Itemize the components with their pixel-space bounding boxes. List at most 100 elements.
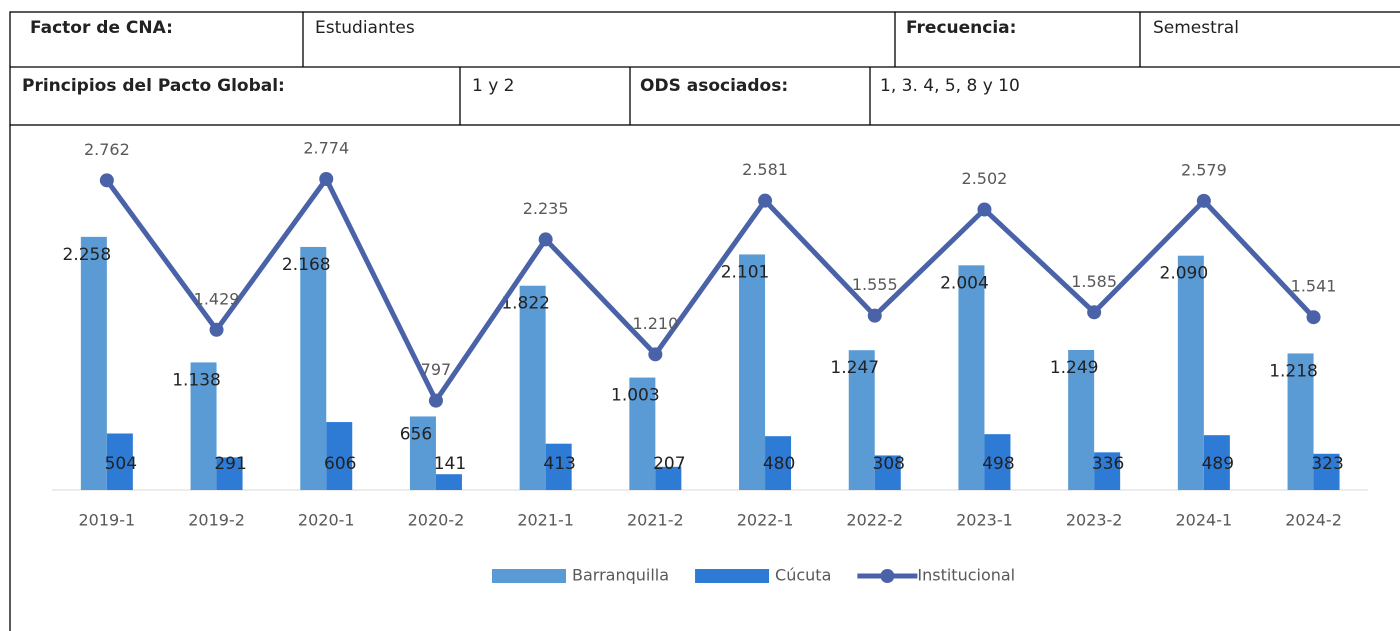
x-tick-label: 2024-2: [1285, 511, 1342, 530]
data-label: 2.579: [1181, 160, 1227, 179]
line-point: [428, 393, 443, 408]
data-label: 1.541: [1291, 277, 1337, 296]
x-tick-label: 2023-2: [1066, 511, 1123, 530]
data-label: 291: [214, 454, 246, 474]
cell: Semestral: [1153, 18, 1239, 38]
legend-label: Institucional: [917, 566, 1015, 585]
line-point: [758, 193, 773, 208]
data-label: 606: [324, 454, 356, 474]
bar: [739, 254, 766, 490]
bar: [409, 416, 436, 490]
bar: [629, 377, 656, 490]
data-label: 2.774: [303, 139, 349, 158]
x-tick-label: 2020-2: [408, 511, 465, 530]
cell: Estudiantes: [315, 18, 415, 38]
data-label: 1.210: [632, 314, 678, 333]
data-label: 2.168: [282, 255, 331, 275]
x-tick-label: 2023-1: [956, 511, 1013, 530]
legend-swatch: [492, 569, 566, 583]
bar: [435, 474, 462, 490]
cell: Principios del Pacto Global:: [22, 76, 285, 96]
x-tick-label: 2021-1: [517, 511, 574, 530]
table-frame: [9, 11, 1400, 631]
line-point: [1306, 310, 1321, 325]
data-label: 504: [105, 454, 137, 474]
cell: Frecuencia:: [906, 18, 1016, 38]
bar: [874, 455, 901, 490]
line-point: [1087, 305, 1102, 320]
x-tick-label: 2024-1: [1176, 511, 1233, 530]
bar: [655, 466, 682, 490]
x-tick-label: 2020-1: [298, 511, 355, 530]
x-tick-label: 2021-2: [627, 511, 684, 530]
x-tick-label: 2022-1: [737, 511, 794, 530]
data-label: 1.249: [1050, 358, 1099, 378]
x-tick-label: 2022-2: [846, 511, 903, 530]
line: [104, 176, 1316, 404]
bar: [1177, 255, 1204, 490]
bar: [216, 457, 243, 490]
data-label: 308: [873, 454, 905, 474]
bar: [1287, 353, 1314, 490]
bar: [519, 285, 546, 490]
data-label: 2.101: [721, 262, 770, 282]
data-label: 2.235: [523, 199, 569, 218]
data-label: 2.258: [63, 245, 112, 265]
x-tick-label: 2019-2: [188, 511, 245, 530]
data-label: 489: [1202, 454, 1234, 474]
legend-swatch: [880, 569, 895, 583]
cell: ODS asociados:: [640, 76, 788, 96]
bar: [1313, 453, 1340, 490]
data-label: 2.004: [940, 273, 989, 293]
bar: [958, 265, 985, 490]
data-label: 1.138: [172, 370, 221, 390]
line-point: [538, 232, 553, 247]
bar: [190, 362, 217, 490]
cell: Factor de CNA:: [30, 18, 173, 38]
data-label: 797: [421, 360, 452, 379]
data-label: 207: [653, 454, 685, 474]
legend-label: Cúcuta: [775, 566, 831, 585]
line-point: [648, 347, 663, 362]
data-label: 1.555: [852, 275, 898, 294]
data-label: 1.247: [830, 358, 879, 378]
data-label: 1.585: [1071, 272, 1117, 291]
bar: [300, 246, 327, 490]
line-point: [209, 322, 224, 337]
bar: [545, 443, 572, 490]
bar: [984, 434, 1011, 490]
data-label: 656: [400, 424, 432, 444]
bar: [106, 433, 133, 490]
data-label: 2.502: [962, 169, 1008, 188]
legend-label: Barranquilla: [572, 566, 669, 585]
cell: 1 y 2: [472, 76, 515, 96]
bar: [326, 422, 353, 490]
data-label: 1.822: [501, 294, 550, 314]
data-label: 336: [1092, 454, 1124, 474]
data-label: 1.429: [194, 289, 240, 308]
data-label: 1.218: [1269, 361, 1318, 381]
bar: [1094, 452, 1121, 490]
data-label: 141: [434, 454, 466, 474]
line-point: [867, 308, 882, 323]
data-label: 2.762: [84, 140, 130, 159]
data-label: 323: [1311, 454, 1343, 474]
data-label: 413: [543, 454, 575, 474]
legend-swatch: [695, 569, 770, 583]
bar: [80, 236, 107, 490]
x-tick-label: 2019-1: [79, 511, 136, 530]
bar: [765, 436, 792, 490]
data-label: 498: [982, 454, 1014, 474]
data-label: 480: [763, 454, 795, 474]
bar: [848, 350, 875, 490]
line-point: [1196, 193, 1211, 208]
line-point: [99, 173, 114, 188]
bar: [1068, 349, 1095, 490]
bar: [1203, 435, 1230, 490]
data-label: 2.581: [742, 160, 788, 179]
line-point: [319, 172, 334, 186]
data-label: 1.003: [611, 386, 660, 406]
line-point: [977, 202, 992, 217]
data-label: 2.090: [1160, 264, 1209, 284]
